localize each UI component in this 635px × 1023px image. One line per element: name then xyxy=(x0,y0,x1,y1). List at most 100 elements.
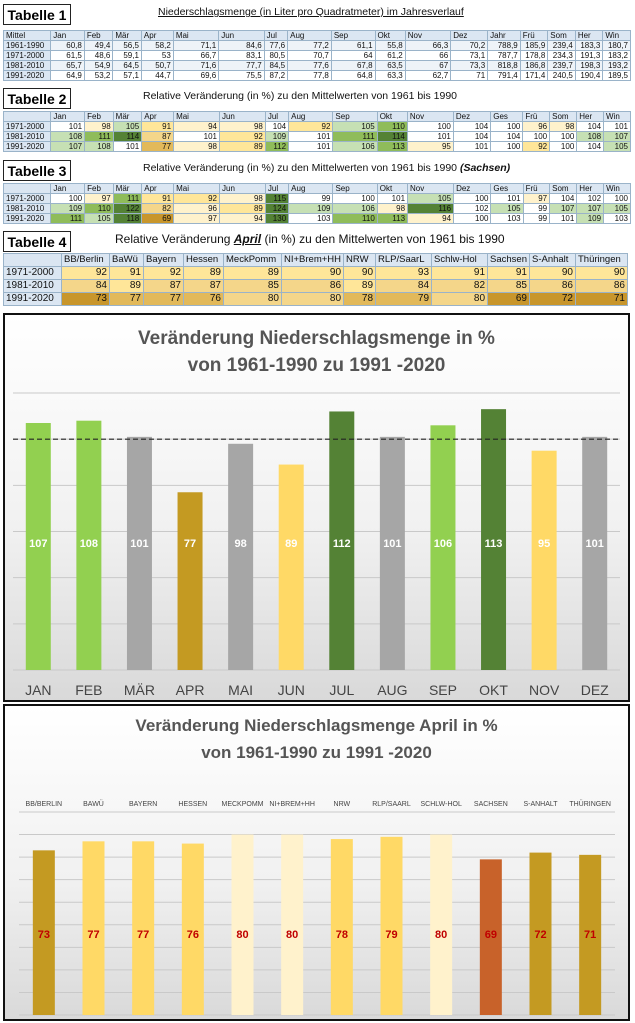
tabelle1-header-13: Jahr xyxy=(487,30,521,41)
tabelle1-cell: 66,7 xyxy=(172,50,220,61)
tabelle2-cell: 101 xyxy=(173,131,220,142)
tabelle2-cell: 104 xyxy=(576,141,605,152)
tabelle1-cell: 191,3 xyxy=(574,50,604,61)
tabelle1-cell: 44,7 xyxy=(140,70,174,81)
tabelle1-cell: 787,7 xyxy=(487,50,521,61)
tabelle2-cell: 89 xyxy=(218,141,266,152)
tabelle3-header-11: Nov xyxy=(407,183,455,194)
tabelle1-header-3: Mär xyxy=(112,30,142,41)
tabelle3-header-15: Som xyxy=(549,183,578,194)
april-chart-title-line1: Veränderung Niederschlagsmenge April in … xyxy=(135,716,498,735)
tabelle2-cell: 94 xyxy=(173,121,220,132)
tabelle1-cell: 70,2 xyxy=(450,40,489,51)
tabelle-4-title-em: April xyxy=(233,232,262,246)
category-label: AUG xyxy=(377,682,407,698)
tabelle1-row-label: 1991-2020 xyxy=(2,70,52,81)
category-label: SEP xyxy=(429,682,457,698)
tabelle3-cell: 100 xyxy=(453,193,492,204)
tabelle4-header-4: Hessen xyxy=(183,253,224,267)
table-row: 1971-2000 101 98 105 91 94 98 104 92 105 110 100 104… xyxy=(2,121,631,132)
bar-feb xyxy=(76,420,102,670)
tabelle1-cell: 234,3 xyxy=(547,50,576,61)
tabelle1-cell: 77,7 xyxy=(218,60,265,71)
tabelle4-cell: 86 xyxy=(529,279,576,293)
bar-nov xyxy=(531,450,557,670)
bar-jun xyxy=(278,464,304,670)
bar-rlp/saarl xyxy=(380,836,403,1015)
tabelle3-cell: 105 xyxy=(84,213,114,224)
tabelle1-cell: 64,5 xyxy=(112,60,142,71)
tabelle1-header-0: Mittel xyxy=(2,30,52,41)
tabelle1-cell: 75,5 xyxy=(218,70,265,81)
data-label: 78 xyxy=(336,929,348,941)
tabelle4-cell: 86 xyxy=(280,279,345,293)
tabelle1-cell: 71,6 xyxy=(172,60,220,71)
tabelle1-cell: 54,9 xyxy=(83,60,114,71)
tabelle3-cell: 104 xyxy=(549,193,578,204)
category-label: MECKPOMM xyxy=(222,801,264,808)
tabelle3-cell: 100 xyxy=(453,213,492,224)
tabelle2-header-14: Frü xyxy=(522,111,551,122)
tabelle3-cell: 107 xyxy=(549,203,578,214)
tabelle4-row-label: 1971-2000 xyxy=(3,266,62,280)
tabelle2-header-17: Win xyxy=(603,111,631,122)
tabelle3-cell: 101 xyxy=(376,193,409,204)
category-label: THÜRINGEN xyxy=(569,800,611,808)
tabelle1-cell: 50,7 xyxy=(140,60,174,71)
tabelle1-cell: 87,2 xyxy=(263,70,289,81)
tabelle-4-label: Tabelle 4 xyxy=(3,231,71,252)
tabelle3-header-7: Jul xyxy=(264,183,290,194)
bar-sachsen xyxy=(479,859,502,1015)
april-chart-plot: 73 BB/BERLIN 77 BAWÜ 77 BAYERN 76 HESSEN 80 MECKP… xyxy=(19,800,615,1016)
category-label: RLP/SAARL xyxy=(372,801,411,808)
tabelle1-header-8: Aug xyxy=(287,30,332,41)
tabelle2-header-13: Ges xyxy=(490,111,524,122)
tabelle1-header-11: Nov xyxy=(404,30,452,41)
tabelle1-cell: 77,6 xyxy=(287,60,332,71)
tabelle2-cell: 98 xyxy=(84,121,114,132)
tabelle3-cell: 91 xyxy=(141,193,175,204)
tabelle2-cell: 101 xyxy=(452,141,492,152)
tabelle2-header-0 xyxy=(2,111,52,122)
tabelle3-cell: 105 xyxy=(407,193,455,204)
data-label: 80 xyxy=(435,929,447,941)
category-label: BAYERN xyxy=(129,801,157,808)
tabelle4-cell: 82 xyxy=(431,279,489,293)
tabelle2-header-11: Nov xyxy=(406,111,454,122)
tabelle4-row-label: 1991-2020 xyxy=(3,292,62,306)
tabelle3-cell: 103 xyxy=(490,213,524,224)
tabelle2-cell: 101 xyxy=(603,121,631,132)
tabelle3-cell: 100 xyxy=(50,193,86,204)
data-label: 80 xyxy=(286,929,298,941)
tabelle3-cell: 109 xyxy=(288,203,334,214)
tabelle4-header-5: MeckPomm xyxy=(223,253,282,267)
tabelle1-cell: 55,8 xyxy=(374,40,406,51)
bar-nrw xyxy=(330,839,353,1015)
tabelle2-cell: 108 xyxy=(576,131,605,142)
tabelle-2-label: Tabelle 2 xyxy=(3,88,71,109)
table-row: 1991-2020 107 108 101 77 98 89 112 101 106 113 95 10… xyxy=(2,141,631,152)
tabelle1-cell: 66 xyxy=(404,50,452,61)
bar-meckpomm xyxy=(231,834,254,1015)
tabelle4-cell: 90 xyxy=(280,266,345,280)
tabelle2-cell: 100 xyxy=(490,121,524,132)
category-label: MAI xyxy=(228,682,253,698)
tabelle1-header-4: Apr xyxy=(140,30,174,41)
tabelle4-header-12: Thüringen xyxy=(575,253,628,267)
tabelle1-cell: 193,2 xyxy=(602,60,631,71)
tabelle3-cell: 101 xyxy=(490,193,524,204)
tabelle3-cell: 92 xyxy=(173,193,220,204)
table-row: 1991-2020 111 105 118 69 97 94 130 103 110 113 94 10… xyxy=(2,213,631,224)
tabelle1-cell: 49,4 xyxy=(83,40,114,51)
bar-sep xyxy=(430,425,456,670)
tabelle3-cell: 89 xyxy=(219,203,266,214)
tabelle3-cell: 94 xyxy=(407,213,455,224)
tabelle4-cell: 84 xyxy=(375,279,433,293)
tabelle4-cell: 91 xyxy=(431,266,489,280)
tabelle2-cell: 92 xyxy=(218,131,266,142)
tabelle3-header-12: Dez xyxy=(453,183,492,194)
tabelle3-cell: 122 xyxy=(112,203,143,214)
tabelle2-header-4: Apr xyxy=(141,111,175,122)
tabelle4-cell: 91 xyxy=(109,266,144,280)
bar-aug xyxy=(379,436,405,670)
